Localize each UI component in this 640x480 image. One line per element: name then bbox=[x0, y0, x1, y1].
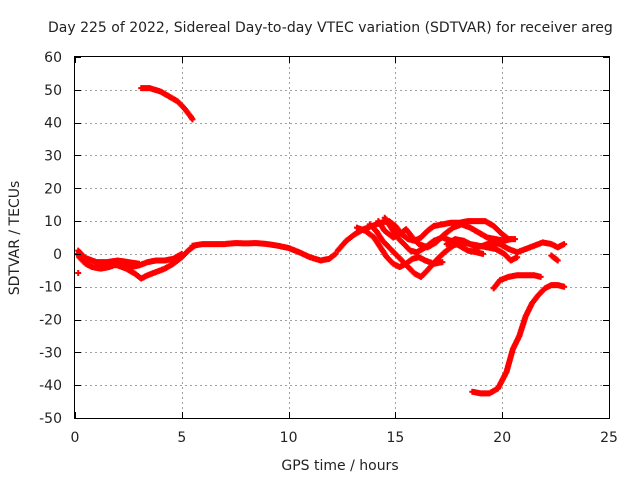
y-tick-label: 20 bbox=[44, 181, 62, 197]
y-tick-label: -40 bbox=[39, 378, 62, 394]
x-axis-label: GPS time / hours bbox=[281, 458, 398, 474]
data-point bbox=[554, 257, 561, 264]
x-tick-label: 25 bbox=[600, 430, 618, 446]
y-tick-label: -50 bbox=[39, 411, 62, 427]
y-tick-label: 60 bbox=[44, 50, 62, 66]
y-tick-label: 0 bbox=[53, 247, 62, 263]
x-tick-label: 5 bbox=[177, 430, 186, 446]
y-ticks: -50 -40 -30 -20 -10 0 10 20 30 40 50 60 bbox=[39, 50, 609, 427]
data-points bbox=[74, 85, 568, 397]
data-point bbox=[75, 269, 82, 276]
data-point bbox=[439, 259, 446, 266]
grid bbox=[75, 57, 609, 418]
x-tick-label: 10 bbox=[280, 430, 298, 446]
data-point bbox=[178, 250, 185, 257]
data-point bbox=[332, 250, 339, 257]
data-point bbox=[507, 236, 514, 243]
x-tick-label: 20 bbox=[493, 430, 511, 446]
y-tick-label: -20 bbox=[39, 313, 62, 329]
chart-title: Day 225 of 2022, Sidereal Day-to-day VTE… bbox=[48, 20, 613, 36]
y-tick-label: 50 bbox=[44, 83, 62, 99]
y-tick-label: -30 bbox=[39, 345, 62, 361]
y-tick-label: 30 bbox=[44, 148, 62, 164]
data-point bbox=[189, 116, 196, 123]
data-point bbox=[136, 260, 143, 267]
data-point bbox=[561, 283, 568, 290]
y-axis-label: SDTVAR / TECUs bbox=[7, 181, 23, 296]
data-point bbox=[479, 250, 486, 257]
y-tick-label: -10 bbox=[39, 280, 62, 296]
x-ticks: 0 5 10 15 20 25 bbox=[71, 57, 618, 446]
x-tick-label: 15 bbox=[386, 430, 404, 446]
data-point bbox=[561, 241, 568, 248]
x-tick-label: 0 bbox=[71, 430, 80, 446]
y-tick-label: 10 bbox=[44, 214, 62, 230]
plot-frame bbox=[74, 56, 610, 419]
y-tick-label: 40 bbox=[44, 116, 62, 132]
data-point bbox=[537, 273, 544, 280]
